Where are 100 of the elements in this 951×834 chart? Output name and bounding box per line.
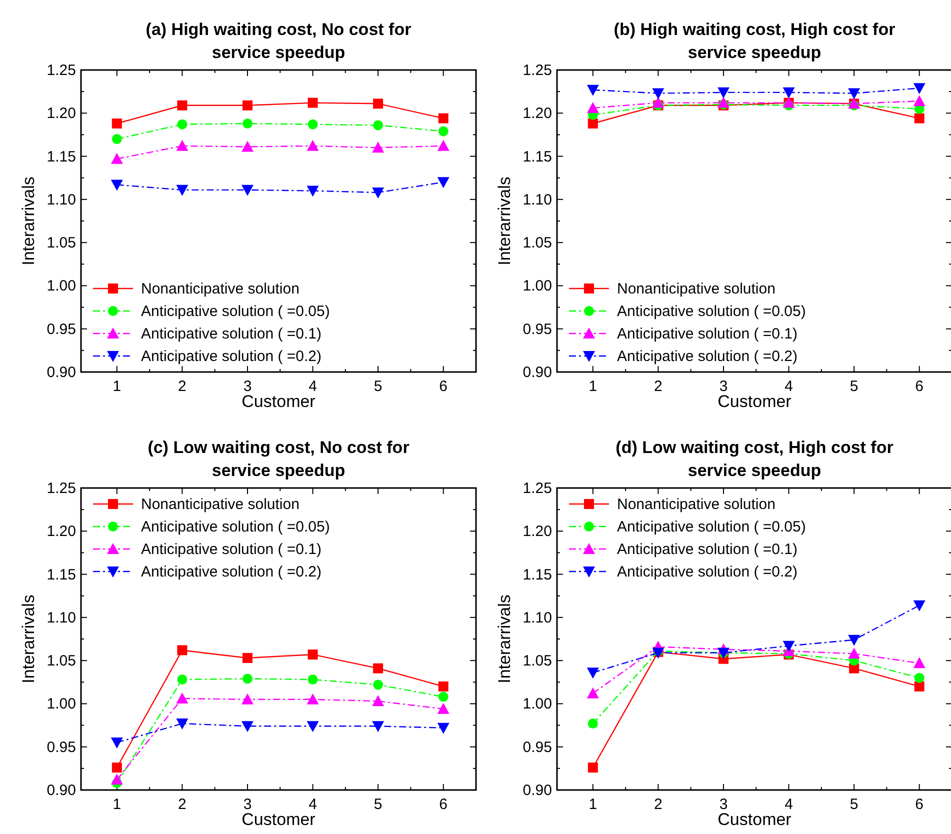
legend-label: Anticipative solution ( =0.2) bbox=[141, 564, 322, 580]
x-tick-label: 3 bbox=[243, 796, 252, 813]
legend-label: Nonanticipative solution bbox=[141, 280, 300, 298]
point bbox=[112, 118, 122, 128]
point bbox=[177, 674, 188, 685]
point bbox=[848, 648, 860, 659]
x-tick-label: 3 bbox=[243, 378, 252, 395]
y-tick-label: 0.95 bbox=[522, 320, 552, 338]
y-tick-label: 1.10 bbox=[46, 191, 76, 208]
chart-title: (c) Low waiting cost, No cost for service speedup bbox=[148, 438, 410, 480]
x-tick-label: 2 bbox=[654, 796, 662, 813]
point bbox=[110, 180, 123, 191]
x-tick-label: 3 bbox=[719, 378, 728, 395]
legend-label: Nonanticipative solution bbox=[617, 496, 776, 513]
x-tick-label: 3 bbox=[719, 796, 728, 813]
point bbox=[914, 672, 924, 683]
legend-label: Anticipative solution ( =0.1) bbox=[141, 326, 322, 342]
x-tick-label: 4 bbox=[784, 378, 793, 395]
x-tick-label: 1 bbox=[112, 796, 122, 813]
y-tick-label: 0.95 bbox=[522, 738, 552, 756]
legend-label: Anticipative solution ( =0.05) bbox=[141, 518, 330, 536]
point bbox=[914, 681, 924, 692]
y-tick-label: 1.25 bbox=[46, 62, 76, 79]
point bbox=[110, 738, 123, 749]
y-axis-title: Interarrivals bbox=[19, 176, 38, 266]
x-tick-label: 6 bbox=[915, 796, 924, 813]
point bbox=[242, 652, 252, 663]
y-tick-label: 1.10 bbox=[522, 609, 552, 626]
legend-label: Anticipative solution ( =0.2) bbox=[141, 348, 322, 365]
y-tick-label: 0.90 bbox=[46, 782, 76, 799]
y-tick-label: 0.90 bbox=[522, 364, 552, 381]
point bbox=[438, 126, 448, 136]
x-axis-title: Customer bbox=[718, 810, 792, 829]
legend-label: Anticipative solution ( =0.05) bbox=[617, 303, 806, 320]
x-tick-label: 6 bbox=[439, 796, 448, 813]
point bbox=[177, 100, 188, 110]
point bbox=[177, 645, 188, 656]
point bbox=[438, 692, 448, 702]
point bbox=[372, 721, 384, 732]
x-tick-label: 4 bbox=[784, 796, 793, 813]
x-tick-label: 5 bbox=[374, 796, 382, 813]
y-tick-label: 1.25 bbox=[522, 480, 552, 497]
point bbox=[308, 674, 318, 685]
y-tick-label: 0.90 bbox=[522, 782, 552, 799]
point bbox=[176, 692, 188, 704]
point bbox=[373, 680, 384, 690]
legend-label: Anticipative solution ( =0.1) bbox=[617, 326, 798, 342]
point bbox=[110, 152, 123, 164]
point bbox=[373, 98, 384, 109]
x-axis-title: Customer bbox=[242, 810, 316, 829]
point bbox=[242, 674, 252, 684]
point bbox=[373, 120, 384, 130]
point bbox=[437, 702, 450, 714]
point bbox=[242, 118, 252, 128]
legend-label: Nonanticipative solution bbox=[617, 280, 776, 298]
point bbox=[112, 762, 122, 773]
y-tick-label: 1.15 bbox=[46, 148, 76, 166]
point bbox=[586, 668, 599, 679]
y-tick-label: 1.10 bbox=[522, 191, 552, 208]
y-axis-title: Interarrivals bbox=[495, 176, 514, 266]
x-tick-label: 4 bbox=[308, 796, 317, 813]
x-tick-label: 6 bbox=[439, 378, 448, 395]
point bbox=[176, 140, 188, 151]
point bbox=[438, 681, 448, 692]
point bbox=[437, 177, 450, 188]
y-tick-label: 1.00 bbox=[522, 696, 552, 713]
point bbox=[306, 186, 319, 197]
legend-label: Anticipative solution ( =0.2) bbox=[617, 348, 798, 365]
point bbox=[176, 184, 188, 196]
y-axis-title: Interarrivals bbox=[495, 594, 514, 684]
point bbox=[586, 687, 599, 698]
y-tick-label: 1.00 bbox=[522, 278, 552, 295]
x-tick-label: 5 bbox=[850, 796, 858, 813]
point bbox=[373, 663, 384, 674]
y-axis-title: Interarrivals bbox=[19, 594, 38, 684]
point bbox=[308, 119, 318, 130]
x-tick-label: 1 bbox=[112, 378, 122, 395]
x-axis-title: Customer bbox=[242, 392, 316, 411]
legend-label: Anticipative solution ( =0.05) bbox=[141, 303, 330, 320]
point bbox=[588, 718, 598, 729]
point bbox=[306, 693, 319, 704]
y-tick-label: 1.15 bbox=[522, 566, 552, 584]
y-tick-label: 1.20 bbox=[522, 523, 552, 540]
point bbox=[241, 721, 254, 732]
point bbox=[110, 774, 123, 785]
y-tick-label: 1.25 bbox=[46, 480, 76, 497]
x-tick-label: 2 bbox=[178, 796, 186, 813]
chart-title: (a) High waiting cost, No cost for service speedup bbox=[146, 20, 412, 62]
chart-title: (b) High waiting cost, High cost for service speedup bbox=[614, 20, 896, 62]
x-tick-label: 5 bbox=[374, 378, 382, 395]
x-tick-label: 1 bbox=[588, 796, 598, 813]
point bbox=[112, 134, 122, 144]
legend-label: Anticipative solution ( =0.2) bbox=[617, 564, 798, 580]
point bbox=[177, 119, 188, 130]
point bbox=[372, 188, 384, 199]
y-tick-label: 1.05 bbox=[46, 652, 76, 670]
x-tick-label: 1 bbox=[588, 378, 598, 395]
y-tick-label: 1.20 bbox=[46, 105, 76, 122]
point bbox=[782, 640, 795, 652]
point bbox=[438, 113, 448, 124]
